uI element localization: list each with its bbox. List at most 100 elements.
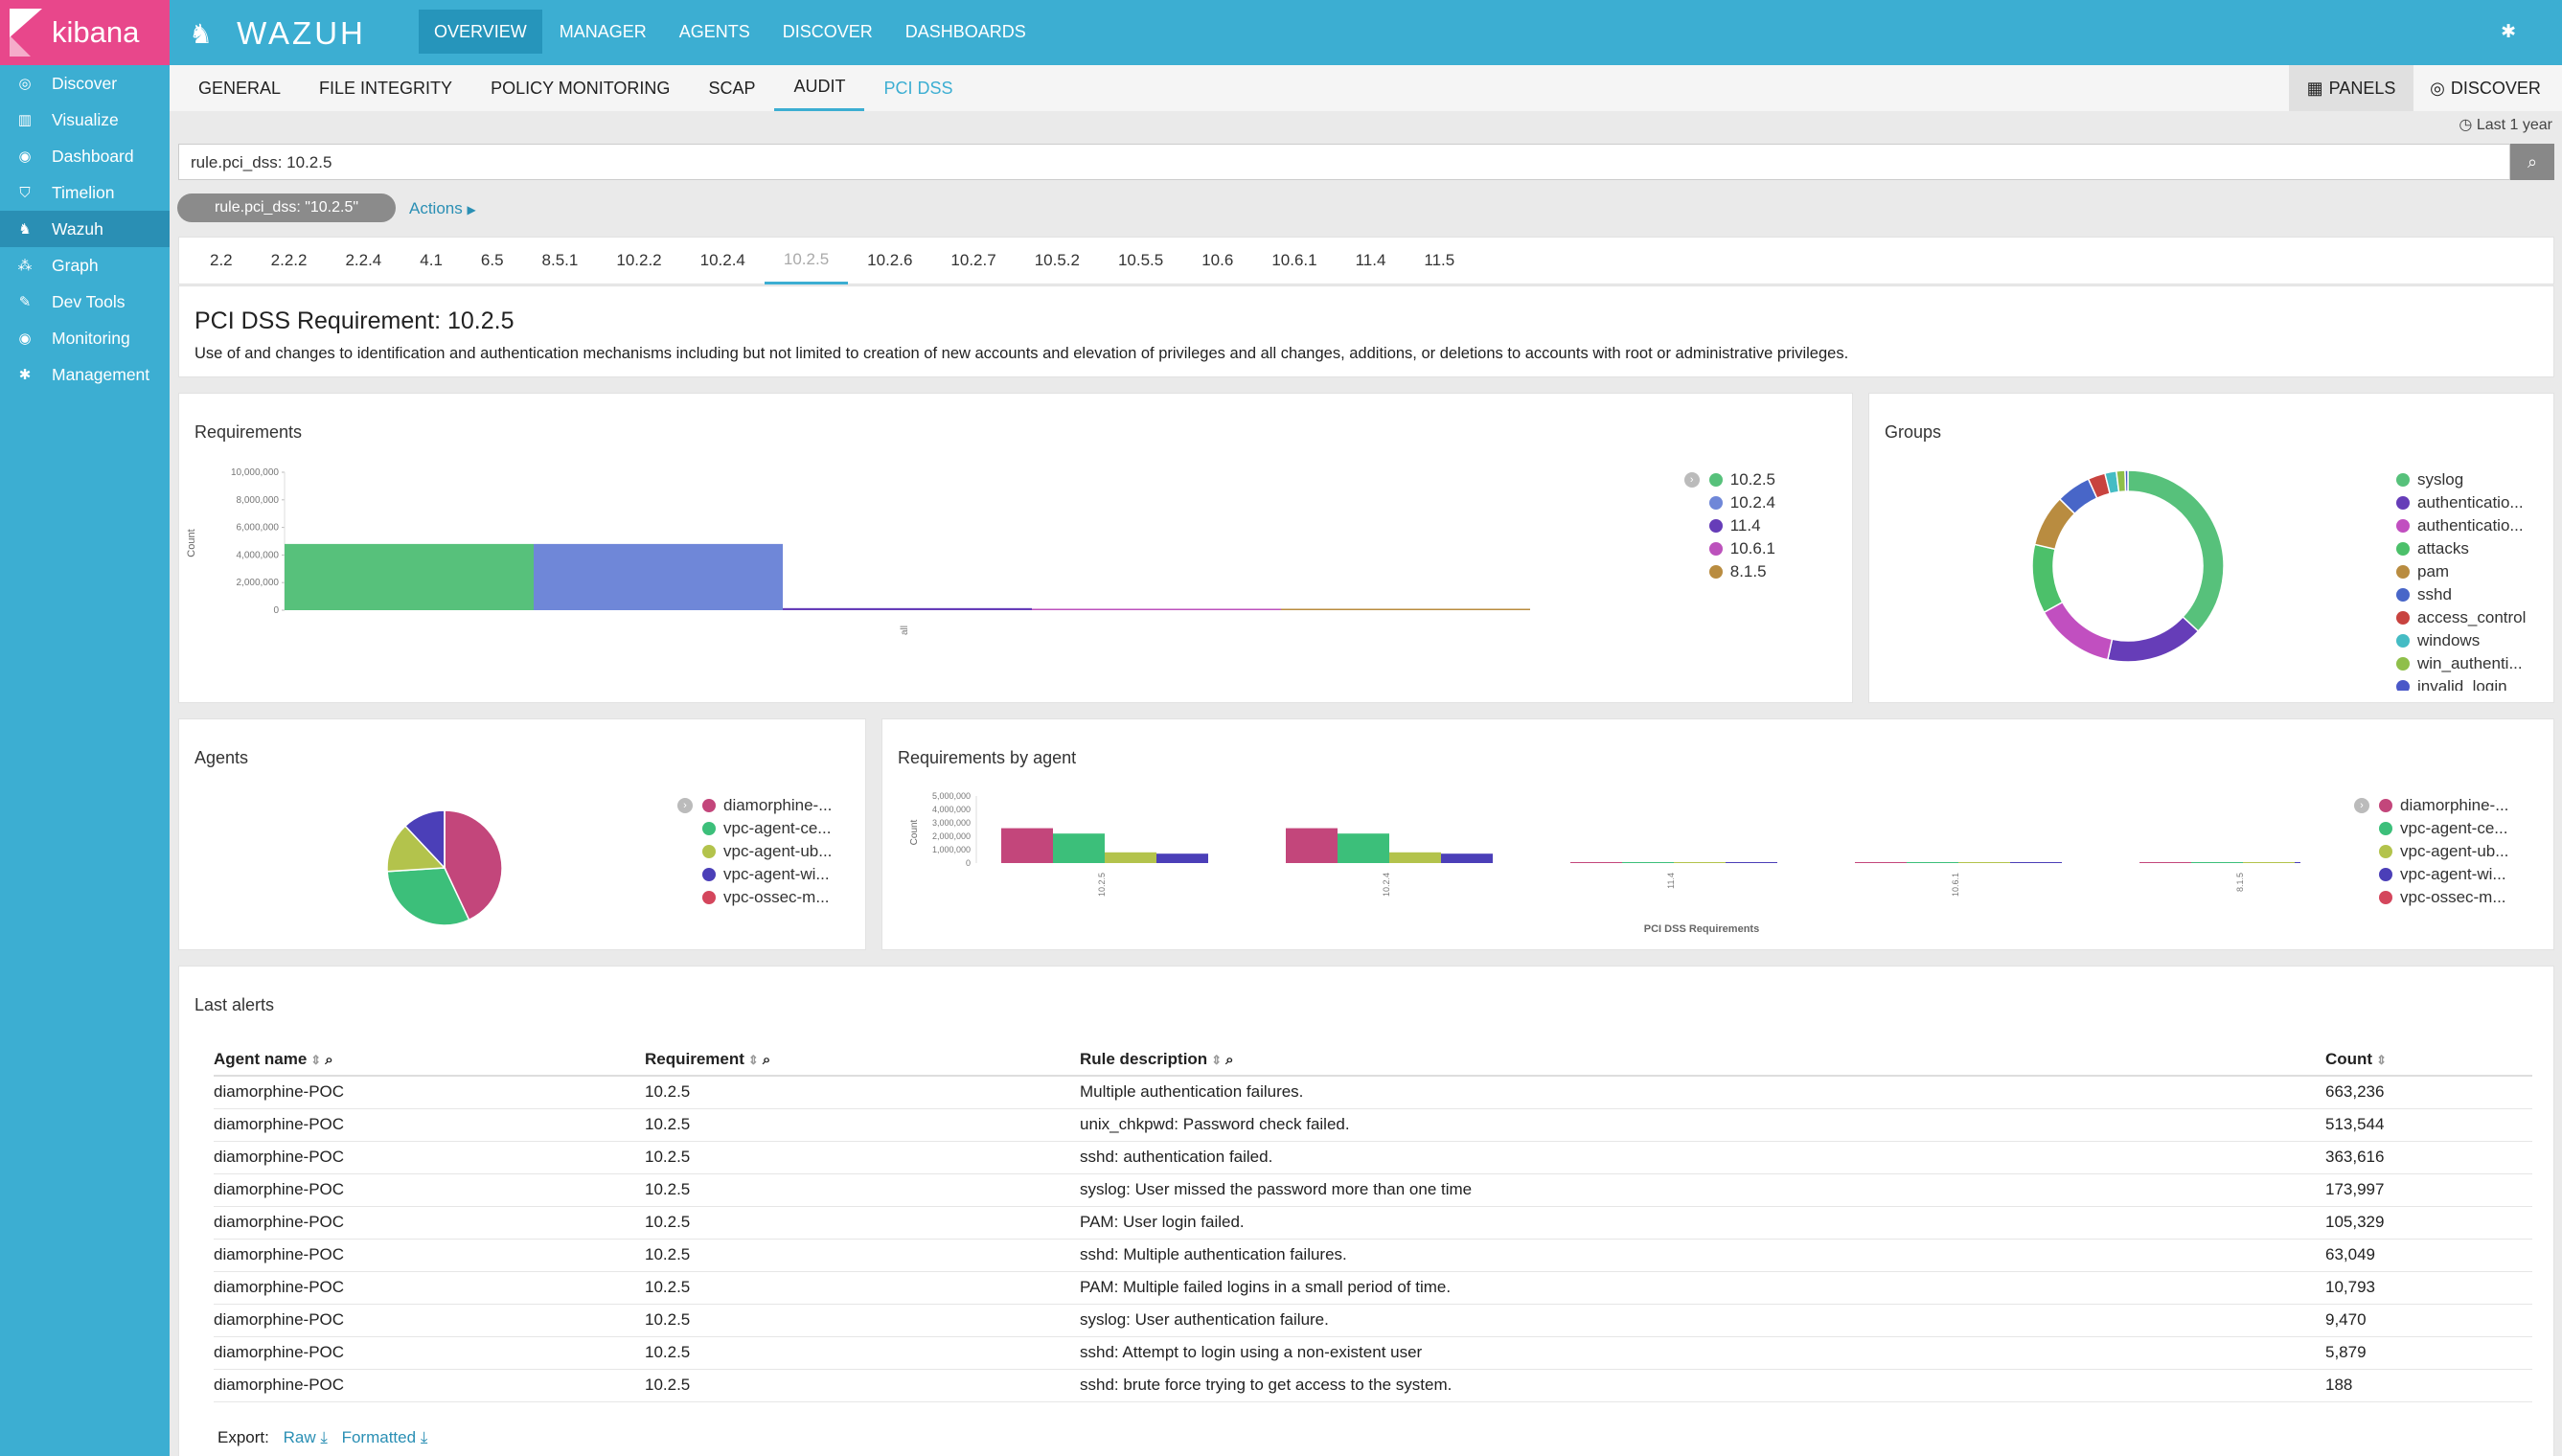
bar-8.1.5-2[interactable] (2243, 862, 2295, 863)
subtab-scap[interactable]: SCAP (708, 78, 756, 98)
search-icon[interactable]: ⌕ (325, 1051, 333, 1068)
bar-10.2.5[interactable] (285, 543, 534, 610)
subtab-policy-monitoring[interactable]: POLICY MONITORING (491, 78, 671, 98)
tab-dashboards[interactable]: DASHBOARDS (904, 21, 1026, 41)
legend-item[interactable]: vpc-agent-ce... (2379, 817, 2508, 840)
sidebar-item-graph[interactable]: ⁂ Graph (0, 247, 170, 284)
slice-syslog[interactable] (2127, 469, 2225, 633)
search-input[interactable]: rule.pci_dss: 10.2.5 (178, 144, 2510, 180)
tab-agents[interactable]: AGENTS (678, 21, 750, 41)
discover-button[interactable]: ◎ DISCOVER (2418, 65, 2552, 111)
legend-item[interactable]: attacks (2396, 537, 2526, 560)
legend-toggle-icon[interactable]: › (2354, 798, 2369, 813)
bar-8.1.5[interactable] (1281, 608, 1530, 611)
sidebar-item-dashboard[interactable]: ◉ Dashboard (0, 138, 170, 174)
legend-item[interactable]: pam (2396, 560, 2526, 583)
bar-10.2.5-1[interactable] (1053, 833, 1105, 863)
legend-item[interactable]: authenticatio... (2396, 514, 2526, 537)
bar-10.6.1-3[interactable] (2010, 862, 2062, 863)
legend-item[interactable]: 11.4 (1708, 514, 1775, 537)
tab-overview[interactable]: OVERVIEW (419, 10, 542, 54)
sort-icon[interactable]: ⇕ (747, 1052, 759, 1067)
slice-invalid-login[interactable] (2124, 469, 2129, 492)
requirement-tab[interactable]: 10.2.2 (616, 251, 662, 269)
legend-item[interactable]: syslog (2396, 468, 2526, 491)
sort-icon[interactable]: ⇕ (2376, 1052, 2387, 1067)
sidebar-item-wazuh[interactable]: ♞ Wazuh (0, 211, 170, 247)
bar-10.2.4-0[interactable] (1286, 828, 1338, 863)
bar-11.4-1[interactable] (1622, 862, 1674, 863)
requirement-tab[interactable]: 4.1 (420, 251, 443, 269)
legend-toggle-icon[interactable]: › (677, 798, 693, 813)
tab-manager[interactable]: MANAGER (559, 21, 647, 41)
legend-toggle-icon[interactable]: › (1683, 472, 1700, 488)
column-header-requirement[interactable]: Requirement ⇕ ⌕ (645, 1043, 1080, 1077)
filter-pill[interactable]: rule.pci_dss: "10.2.5" (177, 193, 396, 222)
subtab-file-integrity[interactable]: FILE INTEGRITY (319, 78, 453, 98)
export-raw-link[interactable]: Raw ⤓ (284, 1428, 328, 1446)
table-row[interactable]: diamorphine-POC 10.2.5 syslog: User missed… (214, 1173, 2532, 1207)
slice-attacks[interactable] (2031, 543, 2064, 614)
sidebar-item-monitoring[interactable]: ◉ Monitoring (0, 320, 170, 356)
legend-item[interactable]: windows (2396, 629, 2526, 652)
bar-10.6.1-0[interactable] (1855, 862, 1907, 863)
requirement-tab[interactable]: 10.2.7 (950, 251, 996, 269)
legend-item[interactable]: vpc-ossec-m... (2379, 886, 2508, 909)
sidebar-item-management[interactable]: ✱ Management (0, 356, 170, 393)
table-row[interactable]: diamorphine-POC 10.2.5 sshd: authenticatio… (214, 1141, 2532, 1174)
search-icon[interactable]: ⌕ (1225, 1051, 1234, 1068)
subtab-general[interactable]: GENERAL (198, 78, 282, 98)
requirement-tab[interactable]: 10.2.5 (764, 237, 849, 284)
legend-item[interactable]: vpc-ossec-m... (702, 886, 832, 909)
requirement-tab[interactable]: 11.5 (1424, 251, 1455, 269)
actions-link[interactable]: Actions ▶ (409, 199, 476, 218)
bar-10.2.4-1[interactable] (1338, 833, 1389, 863)
bar-11.4-2[interactable] (1674, 862, 1726, 863)
table-row[interactable]: diamorphine-POC 10.2.5 sshd: Attempt to lo… (214, 1336, 2532, 1370)
slice-vpc-agent-ub[interactable] (386, 825, 446, 873)
requirement-tab[interactable]: 2.2.2 (270, 251, 308, 269)
requirement-tab[interactable]: 10.6 (1201, 251, 1234, 269)
legend-item[interactable]: 10.2.5 (1708, 468, 1775, 491)
sidebar-item-timelion[interactable]: ⛉ Timelion (0, 174, 170, 211)
requirement-tab[interactable]: 2.2.4 (345, 251, 382, 269)
legend-item[interactable]: invalid_login (2396, 675, 2526, 691)
bar-11.4-0[interactable] (1570, 862, 1622, 863)
bar-10.2.5-2[interactable] (1105, 852, 1156, 863)
table-row[interactable]: diamorphine-POC 10.2.5 Multiple authentica… (214, 1076, 2532, 1109)
legend-item[interactable]: vpc-agent-ce... (702, 817, 832, 840)
table-row[interactable]: diamorphine-POC 10.2.5 PAM: User login fai… (214, 1206, 2532, 1240)
sidebar-item-visualize[interactable]: ▥ Visualize (0, 102, 170, 138)
bar-11.4-3[interactable] (1726, 862, 1777, 863)
legend-item[interactable]: authenticatio... (2396, 491, 2526, 514)
bar-10.6.1-2[interactable] (1958, 862, 2010, 863)
bar-8.1.5-3[interactable] (2295, 862, 2300, 863)
requirement-tab[interactable]: 2.2 (210, 251, 233, 269)
table-row[interactable]: diamorphine-POC 10.2.5 sshd: brute force t… (214, 1369, 2532, 1402)
sidebar-item-discover[interactable]: ◎ Discover (0, 65, 170, 102)
requirement-tab[interactable]: 11.4 (1355, 251, 1386, 269)
bar-10.2.5-3[interactable] (1156, 853, 1208, 863)
legend-item[interactable]: win_authenti... (2396, 652, 2526, 675)
requirement-tab[interactable]: 10.6.1 (1271, 251, 1317, 269)
legend-item[interactable]: vpc-agent-ub... (702, 840, 832, 863)
requirement-tab[interactable]: 10.5.5 (1117, 251, 1164, 269)
legend-item[interactable]: vpc-agent-wi... (702, 863, 832, 886)
bar-10.2.4[interactable] (534, 543, 783, 610)
legend-item[interactable]: 8.1.5 (1708, 560, 1775, 583)
tab-discover[interactable]: DISCOVER (782, 21, 873, 41)
requirement-tab[interactable]: 10.5.2 (1034, 251, 1080, 269)
bar-10.6.1[interactable] (1032, 608, 1281, 611)
legend-item[interactable]: vpc-agent-wi... (2379, 863, 2508, 886)
legend-item[interactable]: sshd (2396, 583, 2526, 606)
subtab-audit[interactable]: AUDIT (774, 65, 865, 111)
bar-11.4[interactable] (783, 607, 1032, 610)
subtab-pci-dss[interactable]: PCI DSS (883, 78, 953, 98)
settings-gear-icon[interactable]: ✱ (2501, 22, 2516, 42)
slice-authentication-1[interactable] (2106, 615, 2200, 663)
sort-icon[interactable]: ⇕ (310, 1052, 322, 1067)
search-icon[interactable]: ⌕ (762, 1051, 771, 1068)
requirement-tab[interactable]: 6.5 (480, 251, 504, 269)
search-button[interactable]: ⌕ (2510, 144, 2554, 180)
export-formatted-link[interactable]: Formatted ⤓ (342, 1428, 428, 1446)
